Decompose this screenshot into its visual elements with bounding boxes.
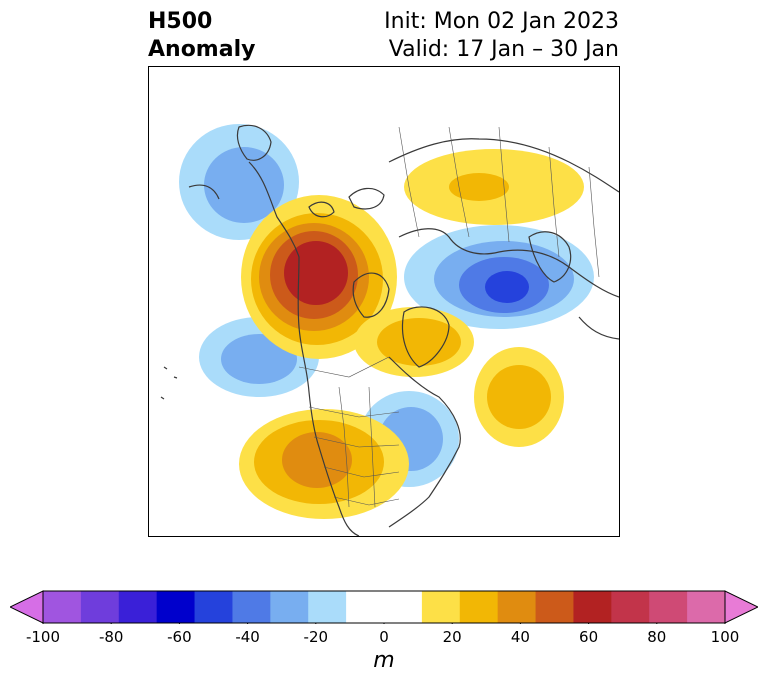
- colorbar-segment: [649, 591, 688, 623]
- title-right: Init: Mon 02 Jan 2023 Valid: 17 Jan – 30…: [384, 8, 619, 64]
- colorbar-tick-label: 0: [379, 628, 389, 646]
- anomaly-positive-central-atlantic: [474, 347, 564, 447]
- colorbar-segment: [232, 591, 271, 623]
- title-variable: H500: [148, 9, 213, 34]
- coastlines: [160, 124, 619, 536]
- anomaly-map-canvas: [160, 124, 619, 536]
- anomaly-negative-western-russia: [404, 225, 594, 329]
- colorbar-segment: [194, 591, 233, 623]
- colorbar-segment: [346, 591, 385, 623]
- colorbar-tick-label: 100: [710, 628, 740, 646]
- colorbar-extend-left: [10, 590, 44, 624]
- anomaly-positive-canada: [241, 195, 397, 359]
- anomaly-map: [148, 66, 620, 537]
- colorbar: [10, 590, 758, 624]
- colorbar-tick-label: 40: [510, 628, 530, 646]
- colorbar-segment: [308, 591, 347, 623]
- anomaly-positive-western-us: [239, 409, 409, 519]
- colorbar-segment: [611, 591, 650, 623]
- anomaly-negative-alaska: [179, 124, 299, 240]
- colorbar-segment: [573, 591, 612, 623]
- colorbar-segment: [118, 591, 158, 623]
- colorbar-tick-label: 80: [647, 628, 667, 646]
- valid-period-label: Valid: 17 Jan – 30 Jan: [388, 37, 619, 62]
- colorbar-tick-label: -100: [25, 628, 61, 646]
- init-date-label: Init: Mon 02 Jan 2023: [384, 9, 619, 34]
- political-borders: [298, 126, 600, 508]
- anomaly-positive-siberia: [404, 149, 584, 225]
- anomaly-positive-greenland: [354, 307, 474, 377]
- colorbar-unit-label: m: [373, 648, 395, 673]
- colorbar-extend-right: [724, 590, 758, 624]
- colorbar-segment: [459, 591, 499, 623]
- colorbar-tick-label: -60: [167, 628, 192, 646]
- colorbar-tick-label: -80: [98, 628, 124, 646]
- colorbar-segment: [80, 591, 120, 623]
- colorbar-tick-label: 60: [579, 628, 599, 646]
- colorbar-segment: [421, 591, 461, 623]
- colorbar-segment: [156, 591, 196, 623]
- title-left: H500 Anomaly: [148, 8, 255, 64]
- colorbar-segment: [384, 591, 423, 623]
- title-field-type: Anomaly: [148, 37, 256, 62]
- colorbar-segment: [535, 591, 574, 623]
- colorbar-segment: [270, 591, 309, 623]
- colorbar-tick-label: 20: [442, 628, 462, 646]
- colorbar-segment: [687, 591, 726, 623]
- colorbar-tick-label: -40: [235, 628, 260, 646]
- colorbar-segment: [43, 591, 82, 623]
- colorbar-tick-label: -20: [303, 628, 329, 646]
- colorbar-segment: [497, 591, 537, 623]
